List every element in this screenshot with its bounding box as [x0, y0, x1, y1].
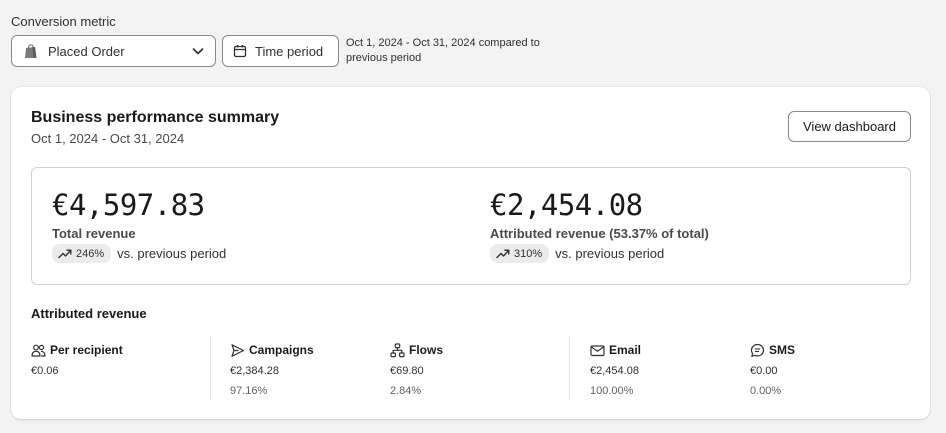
attributed-revenue-change-value: 310% — [514, 247, 543, 260]
stat-label: Email — [609, 343, 642, 357]
total-revenue-kpi: €4,597.83 Total revenue 246% vs. previou… — [52, 188, 226, 263]
stat-value: €0.00 — [750, 365, 778, 377]
attributed-revenue-label: Attributed revenue (53.37% of total) — [490, 226, 709, 241]
chevron-down-icon — [191, 44, 205, 58]
attributed-revenue-comparison: vs. previous period — [555, 246, 665, 261]
comparison-period-text: Oct 1, 2024 - Oct 31, 2024 compared to p… — [346, 37, 540, 64]
send-icon — [230, 343, 245, 358]
column-divider — [569, 336, 570, 400]
shopify-bag-icon — [24, 43, 38, 59]
conversion-metric-label: Conversion metric — [11, 14, 116, 29]
stat-value: €2,454.08 — [590, 365, 639, 377]
flow-icon — [390, 342, 405, 358]
mail-icon — [590, 343, 605, 358]
time-period-button[interactable]: Time period — [222, 35, 339, 67]
stat-label: Flows — [409, 343, 444, 357]
stat-percent: 100.00% — [590, 385, 634, 397]
stat-label: Campaigns — [249, 343, 314, 357]
trend-up-icon — [58, 248, 72, 259]
total-revenue-label: Total revenue — [52, 226, 136, 241]
column-divider — [210, 336, 211, 400]
stat-percent: 2.84% — [390, 385, 422, 397]
total-revenue-value: €4,597.83 — [52, 188, 205, 222]
stat-sms: SMS €0.00 0.00% — [750, 342, 795, 397]
stat-flows: Flows €69.80 2.84% — [390, 342, 443, 397]
conversion-metric-value: Placed Order — [48, 43, 125, 59]
stat-value: €0.06 — [31, 365, 59, 377]
calendar-icon — [233, 44, 247, 58]
total-revenue-change-value: 246% — [76, 247, 105, 260]
people-icon — [31, 343, 46, 358]
card-date-range: Oct 1, 2024 - Oct 31, 2024 — [31, 131, 185, 146]
stat-label: SMS — [769, 343, 796, 357]
attributed-revenue-kpi: €2,454.08 Attributed revenue (53.37% of … — [490, 188, 709, 263]
revenue-summary-box: €4,597.83 Total revenue 246% vs. previou… — [31, 167, 911, 285]
view-dashboard-button[interactable]: View dashboard — [788, 111, 911, 142]
stat-percent: 97.16% — [230, 385, 268, 397]
attributed-revenue-value: €2,454.08 — [490, 188, 643, 222]
total-revenue-comparison: vs. previous period — [117, 246, 227, 261]
attributed-revenue-change-badge: 310% — [490, 244, 550, 263]
stat-percent: 0.00% — [750, 385, 782, 397]
trend-up-icon — [496, 248, 510, 259]
business-performance-card: Business performance summary Oct 1, 2024… — [11, 87, 930, 419]
stat-value: €2,384.28 — [230, 365, 279, 377]
stat-campaigns: Campaigns €2,384.28 97.16% — [230, 342, 314, 397]
time-period-label: Time period — [255, 43, 324, 59]
stat-per-recipient: Per recipient €0.06 — [31, 342, 123, 377]
conversion-metric-select[interactable]: Placed Order — [11, 35, 216, 67]
attributed-revenue-section-title: Attributed revenue — [31, 306, 147, 321]
total-revenue-change-badge: 246% — [52, 244, 112, 263]
sms-icon — [750, 343, 765, 358]
stat-email: Email €2,454.08 100.00% — [590, 342, 641, 397]
stat-value: €69.80 — [390, 365, 424, 377]
card-title: Business performance summary — [31, 109, 280, 126]
stat-label: Per recipient — [50, 343, 123, 357]
